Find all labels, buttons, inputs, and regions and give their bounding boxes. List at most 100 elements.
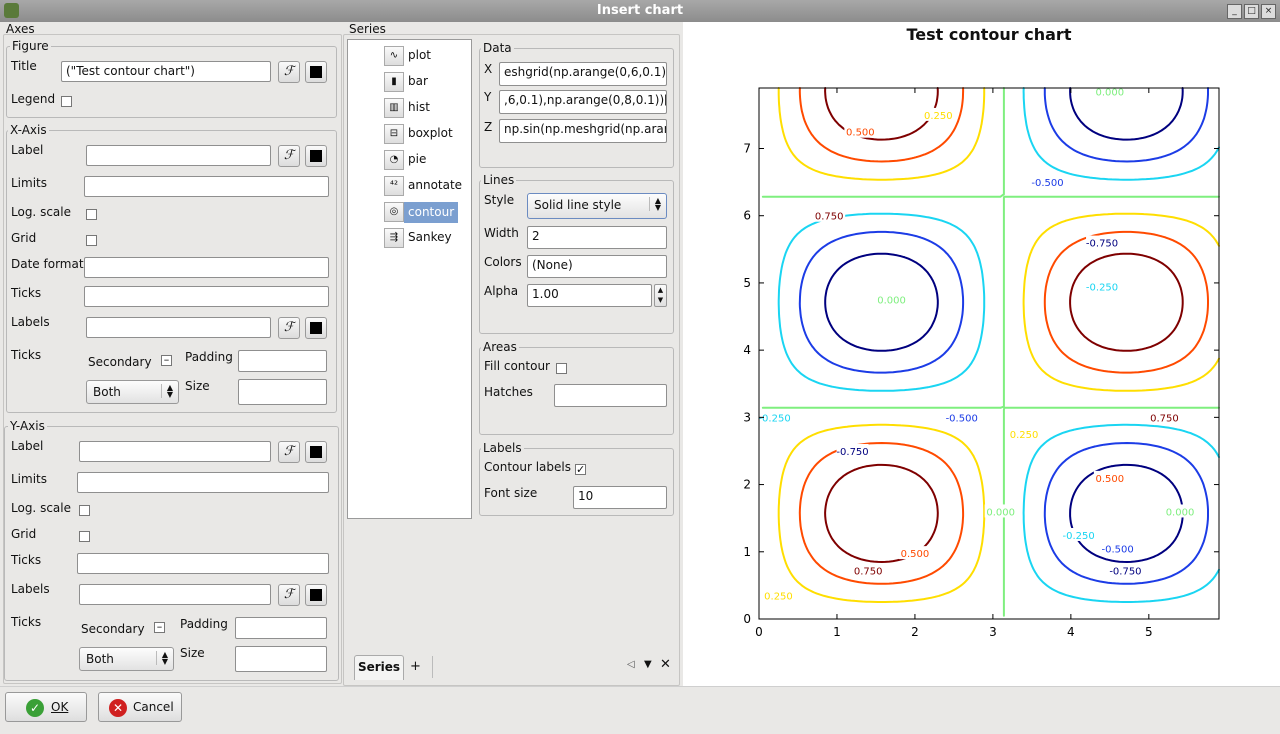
- data-x-input[interactable]: eshgrid(np.arange(0,6,0.1),np: [499, 62, 667, 86]
- xaxis-ticks-position-select[interactable]: Both ▲ ▼: [86, 380, 179, 404]
- xaxis-secondary-label: Secondary: [88, 355, 152, 369]
- y-tick-label: 6: [743, 209, 751, 223]
- series-type-plot[interactable]: ∿ plot: [382, 45, 502, 67]
- series-panel-border: [343, 34, 680, 686]
- close-icon[interactable]: ×: [1261, 4, 1276, 19]
- plot-frame: [758, 87, 1220, 620]
- yaxis-labels-color-button[interactable]: [305, 584, 327, 606]
- xaxis-padding-input[interactable]: [238, 350, 327, 372]
- contour-label-bg: [922, 107, 955, 121]
- yaxis-ticks-input[interactable]: [77, 553, 329, 574]
- yaxis-secondary-checkbox[interactable]: –: [154, 621, 165, 633]
- data-z-input[interactable]: np.sin(np.meshgrid(np.arang: [499, 119, 667, 143]
- yaxis-padding-label: Padding: [180, 617, 228, 631]
- figure-group: [6, 46, 337, 118]
- ok-button[interactable]: ✓ OK: [5, 692, 87, 722]
- tab-series[interactable]: Series: [354, 655, 404, 680]
- yaxis-group: [4, 426, 339, 681]
- yaxis-logscale-checkbox[interactable]: [79, 505, 90, 516]
- tab-menu-icon[interactable]: ▼: [644, 659, 652, 670]
- xaxis-labels-color-button[interactable]: [305, 317, 327, 339]
- yaxis-labels-input[interactable]: [79, 584, 271, 605]
- yaxis-size-input[interactable]: [235, 646, 327, 672]
- series-type-hist[interactable]: ▥ hist: [382, 97, 502, 119]
- cancel-button[interactable]: ✕ Cancel: [98, 692, 182, 722]
- yaxis-ticks-position-value: Both: [86, 652, 114, 666]
- xaxis-limits-input[interactable]: [84, 176, 329, 197]
- scroll-left-icon[interactable]: ◁: [627, 659, 635, 670]
- lines-width-label: Width: [484, 226, 519, 240]
- contour-label-bg: [1031, 175, 1064, 189]
- yaxis-label-color-button[interactable]: [305, 441, 327, 463]
- lines-alpha-label: Alpha: [484, 284, 519, 298]
- contour-label-bg: [1109, 563, 1142, 577]
- lines-alpha-input[interactable]: 1.00: [527, 284, 652, 307]
- yaxis-ticks-position-select[interactable]: Both ▲ ▼: [79, 647, 174, 671]
- xaxis-label-script-button[interactable]: ℱ: [278, 145, 300, 167]
- color-swatch-icon: [310, 589, 322, 601]
- contour-label-bg: [852, 563, 885, 577]
- maximize-icon[interactable]: □: [1244, 4, 1259, 19]
- series-type-boxplot[interactable]: ⊟ boxplot: [382, 123, 502, 145]
- areas-hatches-input[interactable]: [554, 384, 667, 407]
- yaxis-padding-input[interactable]: [235, 617, 327, 639]
- contour-label: -0.750: [1109, 567, 1141, 578]
- contour-label-bg: [1008, 427, 1041, 441]
- series-type-list[interactable]: ∿ plot ▮ bar ▥ hist ⊟ boxplot ◔ pie ⁴² annotate ◎ con…: [347, 39, 472, 519]
- yaxis-label-input[interactable]: [79, 441, 271, 462]
- yaxis-ticks-label: Ticks: [11, 553, 42, 567]
- y-tick-label: 5: [743, 276, 751, 290]
- xaxis-dateformat-input[interactable]: [84, 257, 329, 278]
- contour-labels-checkbox[interactable]: ✓: [575, 463, 586, 476]
- series-type-sankey[interactable]: ⇶ Sankey: [382, 227, 502, 249]
- axes-section-title: Axes: [4, 22, 37, 36]
- contour-label: 0.000: [1096, 87, 1125, 98]
- series-type-bar[interactable]: ▮ bar: [382, 71, 502, 93]
- xaxis-size-input[interactable]: [238, 379, 327, 405]
- lines-group-title: Lines: [481, 173, 517, 187]
- xaxis-secondary-checkbox[interactable]: –: [161, 354, 172, 366]
- labels-group-title: Labels: [481, 441, 524, 455]
- plot-icon: ∿: [384, 46, 404, 66]
- figure-title-input[interactable]: ("Test contour chart"): [61, 61, 271, 82]
- yaxis-labels-script-button[interactable]: ℱ: [278, 584, 300, 606]
- series-type-pie[interactable]: ◔ pie: [382, 149, 502, 171]
- figure-title-script-button[interactable]: ℱ: [278, 61, 300, 83]
- xaxis-dateformat-label: Date format: [11, 257, 84, 271]
- figure-title-color-button[interactable]: [305, 61, 327, 83]
- chart-title: Test contour chart: [906, 25, 1072, 44]
- contour-line-0.500: [798, 87, 1209, 585]
- xaxis-labels-script-button[interactable]: ℱ: [278, 317, 300, 339]
- xaxis-logscale-checkbox[interactable]: [86, 209, 97, 220]
- series-type-annotate[interactable]: ⁴² annotate: [382, 175, 502, 197]
- minimize-icon[interactable]: _: [1227, 4, 1242, 19]
- xaxis-label-input[interactable]: [86, 145, 271, 166]
- xaxis-label-color-button[interactable]: [305, 145, 327, 167]
- font-size-input[interactable]: 10: [573, 486, 667, 509]
- series-type-contour[interactable]: ◎ contour: [382, 201, 502, 223]
- xaxis-size-label: Size: [185, 379, 210, 393]
- contour-label: -0.750: [1086, 239, 1118, 250]
- series-type-label: contour: [404, 202, 459, 223]
- lines-colors-input[interactable]: (None): [527, 255, 667, 278]
- xaxis-grid-checkbox[interactable]: [86, 235, 97, 246]
- yaxis-label-script-button[interactable]: ℱ: [278, 441, 300, 463]
- add-tab-button[interactable]: +: [410, 659, 421, 674]
- figure-title-label: Title: [11, 59, 37, 73]
- data-y-input[interactable]: ,6,0.1),np.arange(0,8,0.1))[1]: [499, 90, 667, 114]
- series-tabbar: Series + ◁ ▼ ✕: [346, 652, 677, 682]
- xaxis-labels-input[interactable]: [86, 317, 271, 338]
- contour-label: -0.500: [946, 413, 978, 424]
- lines-alpha-spinner[interactable]: ▲ ▼: [654, 284, 667, 307]
- yaxis-limits-input[interactable]: [77, 472, 329, 493]
- yaxis-grid-checkbox[interactable]: [79, 531, 90, 542]
- lines-width-input[interactable]: 2: [527, 226, 667, 249]
- lines-colors-label: Colors: [484, 255, 522, 269]
- close-tab-icon[interactable]: ✕: [660, 657, 671, 672]
- contour-label-bg: [1093, 470, 1126, 484]
- xaxis-ticks-input[interactable]: [84, 286, 329, 307]
- figure-legend-checkbox[interactable]: [61, 96, 72, 107]
- areas-fill-checkbox[interactable]: [556, 363, 567, 374]
- series-type-label: bar: [408, 74, 428, 88]
- lines-style-select[interactable]: Solid line style ▲ ▼: [527, 193, 667, 219]
